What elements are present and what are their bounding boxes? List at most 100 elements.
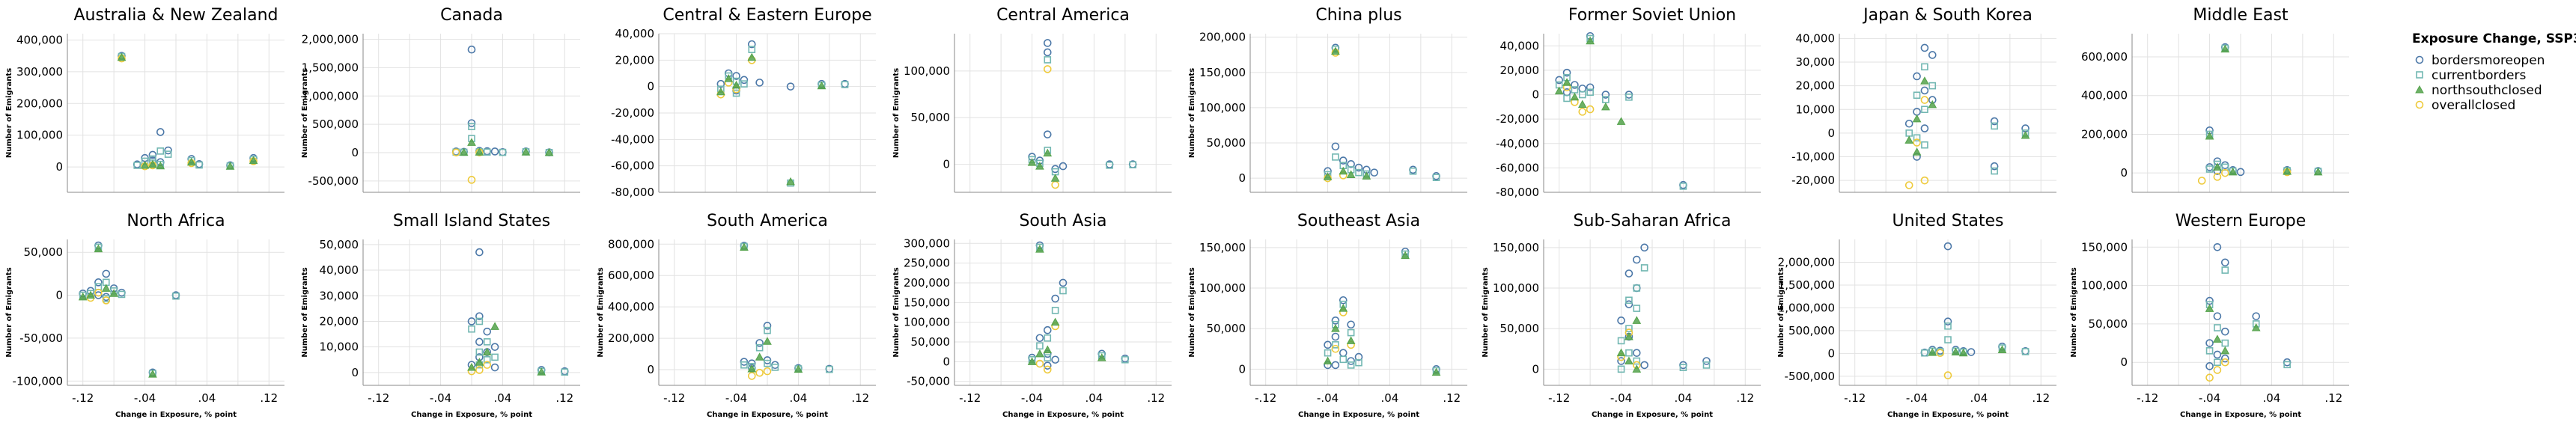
- data-point-overallclosed: [2213, 173, 2222, 181]
- data-point-northsouthclosed: [747, 52, 757, 61]
- data-point-currentborders: [732, 89, 740, 97]
- x-axis-title: Change in Exposure, % point: [707, 411, 828, 419]
- y-tick-label: 20,000: [615, 53, 655, 67]
- data-point-northsouthclosed: [1362, 171, 1371, 180]
- data-point-bordersmoreopen: [1339, 349, 1348, 357]
- data-point-northsouthclosed: [78, 292, 88, 301]
- y-tick-label: -20,000: [1791, 174, 1835, 187]
- legend-label: overallclosed: [2432, 98, 2515, 113]
- data-point-northsouthclosed: [1346, 170, 1356, 178]
- data-point-northsouthclosed: [1346, 336, 1356, 344]
- data-point-bordersmoreopen: [1043, 130, 1052, 138]
- data-point-currentborders: [1578, 91, 1586, 99]
- x-tick-label: -.04: [1906, 391, 1928, 405]
- data-point-northsouthclosed: [763, 337, 772, 345]
- data-point-bordersmoreopen: [1617, 357, 1625, 365]
- y-tick-label: -40,000: [1496, 137, 1539, 150]
- data-point-bordersmoreopen: [740, 76, 749, 85]
- data-point-currentborders: [1633, 357, 1641, 365]
- data-point-northsouthclosed: [1554, 86, 1564, 95]
- data-point-northsouthclosed: [490, 322, 499, 330]
- data-point-bordersmoreopen: [1555, 76, 1564, 85]
- data-point-bordersmoreopen: [2021, 124, 2030, 132]
- data-point-bordersmoreopen: [2213, 242, 2222, 251]
- data-point-bordersmoreopen: [2213, 312, 2222, 320]
- y-tick-label: 200,000: [1199, 31, 1246, 44]
- data-point-northsouthclosed: [724, 74, 734, 82]
- panel-title: Small Island States: [393, 212, 550, 230]
- legend-title: Exposure Change, SSP3: [2412, 31, 2576, 46]
- x-tick-label: .04: [1970, 391, 1988, 405]
- data-point-northsouthclosed: [1331, 324, 1340, 332]
- data-point-northsouthclosed: [755, 352, 764, 361]
- data-point-bordersmoreopen: [755, 339, 764, 347]
- data-point-northsouthclosed: [1043, 345, 1053, 354]
- data-point-northsouthclosed: [747, 364, 757, 373]
- data-point-bordersmoreopen: [732, 72, 740, 80]
- data-point-currentborders: [164, 150, 172, 158]
- data-point-currentborders: [740, 361, 748, 369]
- y-tick-label: 40,000: [320, 263, 359, 277]
- chart-panel: Canada -500,000 0 500,000 1,000,000 1,500,000…: [301, 6, 580, 193]
- data-point-bordersmoreopen: [1990, 117, 1999, 126]
- data-point-bordersmoreopen: [483, 327, 492, 336]
- y-tick-label: 400,000: [608, 300, 654, 314]
- data-point-northsouthclosed: [467, 363, 476, 371]
- data-point-bordersmoreopen: [1702, 357, 1711, 365]
- data-point-northsouthclosed: [1323, 172, 1333, 180]
- data-point-currentborders: [468, 325, 475, 333]
- y-tick-label: -100,000: [13, 374, 63, 388]
- data-point-northsouthclosed: [1401, 251, 1410, 260]
- legend-label: bordersmoreopen: [2432, 53, 2545, 68]
- data-point-bordersmoreopen: [716, 79, 725, 88]
- legend: Exposure Change, SSP3 bordersmoreopencurr…: [2412, 31, 2576, 113]
- x-tick-label: -.04: [134, 391, 156, 405]
- y-tick-label: 40,000: [615, 27, 655, 40]
- data-point-currentborders: [1044, 334, 1052, 342]
- y-tick-label: 100,000: [1199, 101, 1246, 114]
- data-point-currentborders: [1324, 349, 1332, 357]
- data-point-bordersmoreopen: [490, 363, 499, 372]
- data-point-bordersmoreopen: [1339, 296, 1348, 305]
- y-tick-label: 100,000: [904, 316, 950, 329]
- data-point-northsouthclosed: [544, 147, 554, 156]
- x-tick-label: -.12: [368, 391, 389, 405]
- data-point-northsouthclosed: [459, 147, 469, 156]
- legend-label: currentborders: [2432, 68, 2526, 83]
- data-point-bordersmoreopen: [1059, 162, 1068, 171]
- data-point-northsouthclosed: [1928, 100, 1937, 108]
- data-point-northsouthclosed: [1339, 304, 1348, 312]
- x-tick-label: .12: [2324, 391, 2342, 405]
- x-axis-title: Change in Exposure, % point: [1887, 411, 2009, 419]
- y-tick-label: 0: [647, 80, 654, 94]
- y-tick-label: 30,000: [320, 289, 359, 302]
- data-point-bordersmoreopen: [1578, 85, 1587, 93]
- chart-panel: United States -500,000 0 500,000 1,000,000 1,…: [1777, 212, 2056, 419]
- data-point-bordersmoreopen: [2252, 312, 2261, 320]
- data-point-currentborders: [1991, 122, 1998, 130]
- panel-title: Southeast Asia: [1297, 212, 1420, 230]
- data-point-northsouthclosed: [1035, 349, 1044, 358]
- data-point-northsouthclosed: [1912, 114, 1922, 123]
- data-point-currentborders: [1339, 355, 1348, 364]
- data-point-bordersmoreopen: [1043, 39, 1052, 47]
- data-point-bordersmoreopen: [2220, 161, 2229, 170]
- data-point-bordersmoreopen: [1347, 320, 1355, 329]
- data-point-northsouthclosed: [117, 52, 127, 61]
- y-tick-label: 20,000: [1500, 64, 1540, 77]
- data-point-northsouthclosed: [249, 156, 258, 165]
- x-tick-label: .04: [198, 391, 216, 405]
- y-axis-title: Number of Emigrants: [5, 267, 13, 357]
- x-tick-label: .04: [1674, 391, 1692, 405]
- data-point-currentborders: [1332, 153, 1339, 161]
- data-point-northsouthclosed: [1570, 92, 1580, 101]
- x-tick-label: -.04: [1317, 391, 1339, 405]
- y-tick-label: 200,000: [2081, 127, 2128, 141]
- data-point-northsouthclosed: [1577, 100, 1587, 108]
- data-point-currentborders: [2214, 324, 2221, 331]
- y-tick-label: 0: [1238, 362, 1246, 376]
- data-point-bordersmoreopen: [475, 248, 484, 257]
- data-point-currentborders: [2205, 347, 2214, 355]
- y-tick-label: 0: [1532, 88, 1539, 102]
- data-point-northsouthclosed: [1632, 364, 1642, 373]
